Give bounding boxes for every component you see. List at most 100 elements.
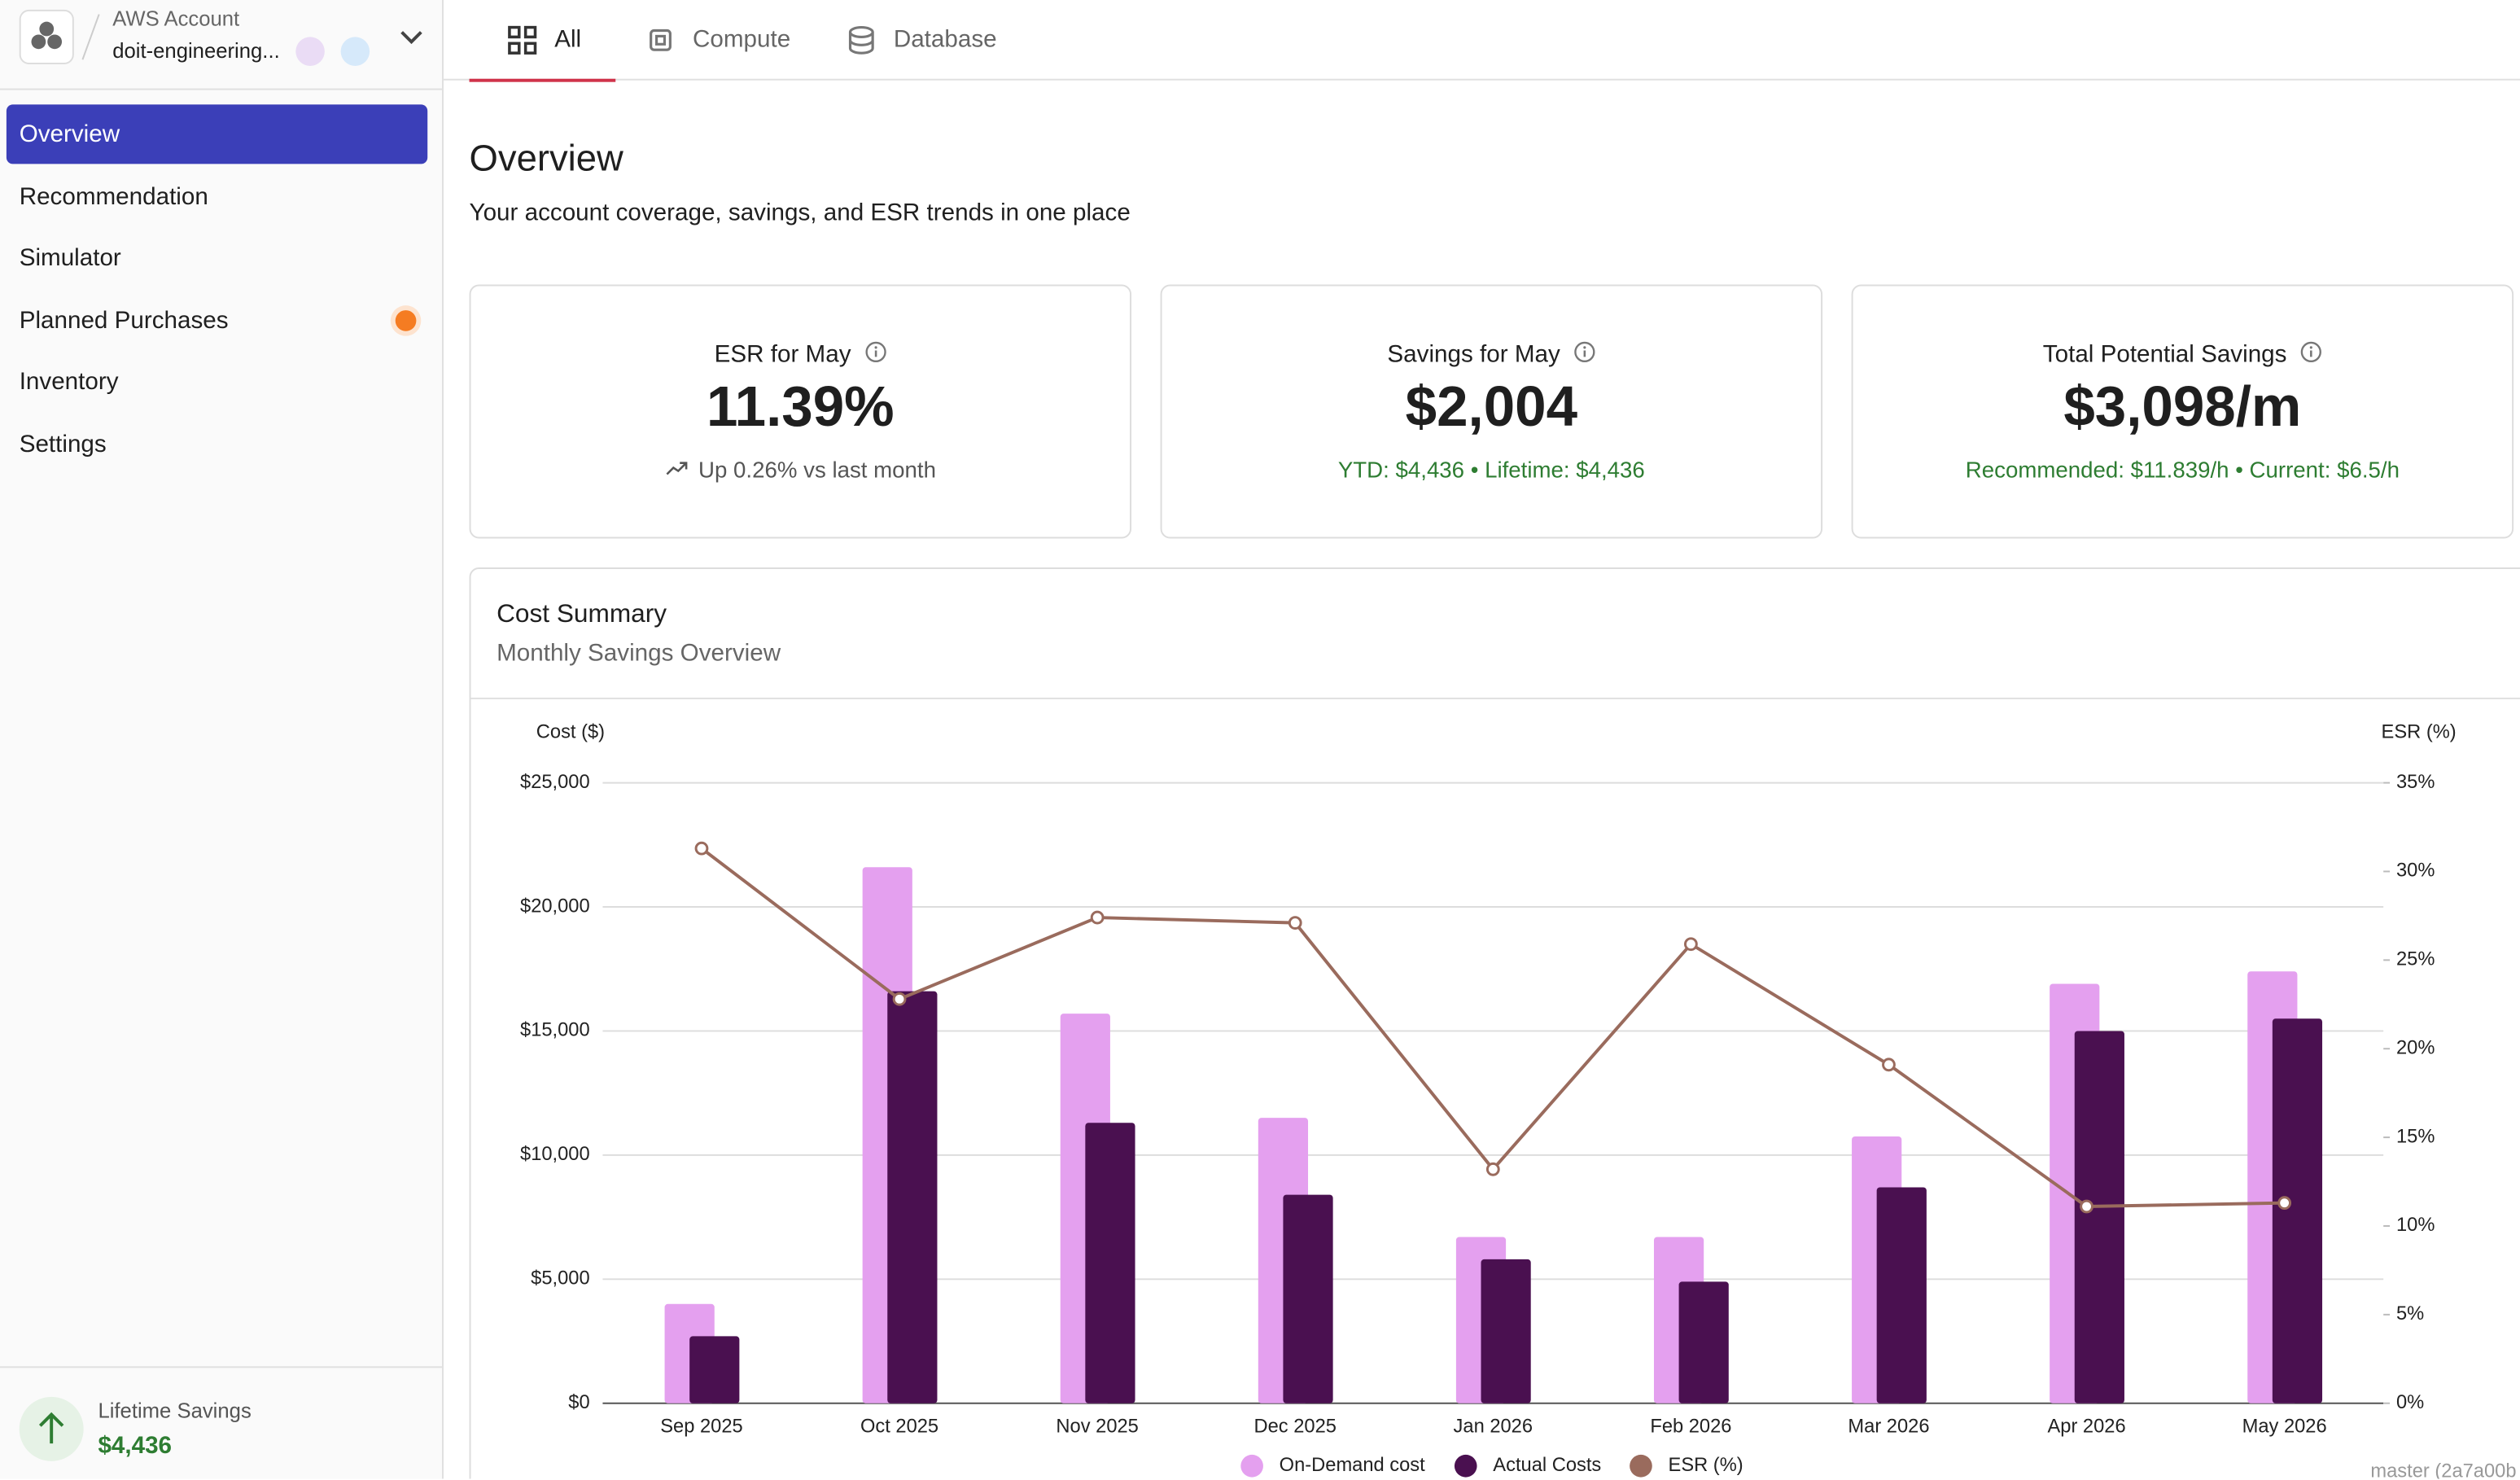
info-icon bbox=[864, 341, 886, 363]
y-tick-label: $25,000 bbox=[520, 772, 590, 793]
line-point bbox=[892, 992, 907, 1006]
y2-tick-label: 30% bbox=[2396, 860, 2435, 882]
info-icon bbox=[2300, 341, 2321, 363]
tab-label: All bbox=[554, 25, 582, 54]
y-tick-label: $15,000 bbox=[520, 1020, 590, 1041]
status-dot bbox=[395, 310, 417, 331]
line-point bbox=[1485, 1162, 1500, 1176]
y-axis-label: Cost ($) bbox=[536, 722, 605, 743]
nav-item[interactable]: Planned Purchases bbox=[19, 306, 229, 334]
line bbox=[700, 847, 2285, 1209]
nav-item[interactable]: Overview bbox=[6, 104, 428, 164]
tab[interactable]: Compute bbox=[643, 0, 820, 79]
tab[interactable]: All bbox=[469, 0, 616, 82]
card-label-text: Savings for May bbox=[1387, 340, 1560, 369]
line-point bbox=[1882, 1057, 1896, 1072]
line-point bbox=[1288, 916, 1302, 930]
legend-label: On-Demand cost bbox=[1280, 1455, 1425, 1476]
line-point bbox=[2277, 1196, 2292, 1211]
y2-tick-label: 20% bbox=[2396, 1037, 2435, 1058]
page-title: Overview bbox=[469, 136, 623, 179]
x-tick-label: May 2026 bbox=[2242, 1417, 2327, 1438]
x-tick-label: Sep 2025 bbox=[660, 1417, 742, 1438]
divider bbox=[0, 1366, 442, 1368]
legend-marker bbox=[1240, 1454, 1263, 1478]
card-label: Total Potential Savings bbox=[1853, 340, 2513, 369]
nav-item[interactable]: Simulator bbox=[19, 244, 121, 272]
card-label-text: ESR for May bbox=[714, 340, 851, 369]
account-label: AWS Account bbox=[112, 6, 240, 31]
card-label: Savings for May bbox=[1162, 340, 1822, 369]
chevron[interactable] bbox=[399, 28, 425, 50]
card-value: $3,098/m bbox=[2063, 376, 2302, 440]
nav-item[interactable]: Recommendation bbox=[19, 182, 208, 210]
card-note: Up 0.26% vs last month bbox=[471, 456, 1131, 483]
bar bbox=[2074, 1031, 2124, 1403]
bar bbox=[1678, 1281, 1729, 1403]
line-point bbox=[2080, 1199, 2093, 1214]
stat-card: Savings for May $2,004 YTD: $4,436 • Lifet… bbox=[1160, 284, 1823, 539]
chart-title: Cost Summary bbox=[497, 601, 667, 629]
y-tick-label: $20,000 bbox=[520, 895, 590, 917]
legend-marker bbox=[1454, 1454, 1477, 1478]
y2-tick-label: 15% bbox=[2396, 1126, 2435, 1147]
bar bbox=[887, 991, 938, 1403]
bar bbox=[689, 1336, 740, 1403]
account-name[interactable]: doit-engineering... bbox=[112, 38, 280, 63]
tab[interactable]: Database bbox=[846, 0, 1022, 79]
x-tick-label: Nov 2025 bbox=[1056, 1417, 1138, 1438]
lifetime-value: $4,436 bbox=[98, 1432, 173, 1460]
trend-icon bbox=[665, 462, 687, 475]
tab-label: Database bbox=[893, 25, 997, 54]
nav-item[interactable]: Settings bbox=[19, 430, 107, 458]
card-note-text: Up 0.26% vs last month bbox=[698, 456, 936, 483]
card-note: YTD: $4,436 • Lifetime: $4,436 bbox=[1162, 457, 1822, 483]
card-note: Recommended: $11.839/h • Current: $6.5/h bbox=[1853, 457, 2513, 483]
stat-card: ESR for May 11.39% Up 0.26% vs last month bbox=[469, 284, 1132, 539]
y2-tick-label: 10% bbox=[2396, 1215, 2435, 1236]
y2-axis-label: ESR (%) bbox=[2382, 722, 2457, 743]
bar bbox=[1481, 1259, 1531, 1403]
card-note-text: Recommended: $11.839/h • Current: $6.5/h bbox=[1965, 456, 2400, 483]
database-icon bbox=[848, 25, 874, 55]
legend-marker bbox=[1630, 1454, 1652, 1478]
x-tick-label: Jan 2026 bbox=[1454, 1417, 1533, 1438]
divider bbox=[470, 697, 2520, 699]
y2-tick-label: 0% bbox=[2396, 1392, 2424, 1413]
legend-label: Actual Costs bbox=[1493, 1455, 1601, 1476]
separator bbox=[81, 14, 100, 60]
grid-icon bbox=[508, 25, 537, 55]
stat-card: Total Potential Savings $3,098/m Recommend… bbox=[1851, 284, 2514, 539]
tab-divider bbox=[443, 78, 2520, 81]
card-label: ESR for May bbox=[471, 340, 1131, 369]
bar bbox=[1085, 1123, 1135, 1403]
page-subtitle: Your account coverage, savings, and ESR … bbox=[469, 199, 1131, 227]
tab-label: Compute bbox=[693, 25, 791, 54]
line-point bbox=[694, 841, 709, 856]
lifetime-label: Lifetime Savings bbox=[98, 1398, 252, 1423]
card-value: 11.39% bbox=[707, 376, 895, 440]
account-icon[interactable] bbox=[19, 9, 74, 64]
line-point bbox=[1090, 910, 1105, 925]
bar bbox=[2272, 1018, 2323, 1403]
savings-icon bbox=[19, 1396, 84, 1461]
x-tick-label: Feb 2026 bbox=[1650, 1417, 1731, 1438]
compute-badge bbox=[295, 37, 325, 66]
x-tick-label: Oct 2025 bbox=[860, 1417, 938, 1438]
legend-label: ESR (%) bbox=[1669, 1455, 1743, 1476]
y2-tick-label: 25% bbox=[2396, 949, 2435, 970]
nav-item[interactable]: Inventory bbox=[19, 368, 119, 396]
sidebar: AWS Account doit-engineering... Overview… bbox=[0, 0, 444, 1479]
bar bbox=[1283, 1194, 1333, 1403]
y-tick-label: $5,000 bbox=[531, 1268, 589, 1290]
chart-card: Cost Summary Monthly Savings Overview bbox=[469, 567, 2520, 1479]
build-tag: master (2a7a00b bbox=[2370, 1459, 2517, 1479]
bar bbox=[1876, 1187, 1927, 1403]
y2-tick-label: 35% bbox=[2396, 772, 2435, 793]
x-tick-label: Mar 2026 bbox=[1848, 1417, 1929, 1438]
card-label-text: Total Potential Savings bbox=[2042, 340, 2287, 369]
chart-subtitle: Monthly Savings Overview bbox=[497, 639, 781, 668]
y-tick-label: $0 bbox=[568, 1392, 589, 1413]
